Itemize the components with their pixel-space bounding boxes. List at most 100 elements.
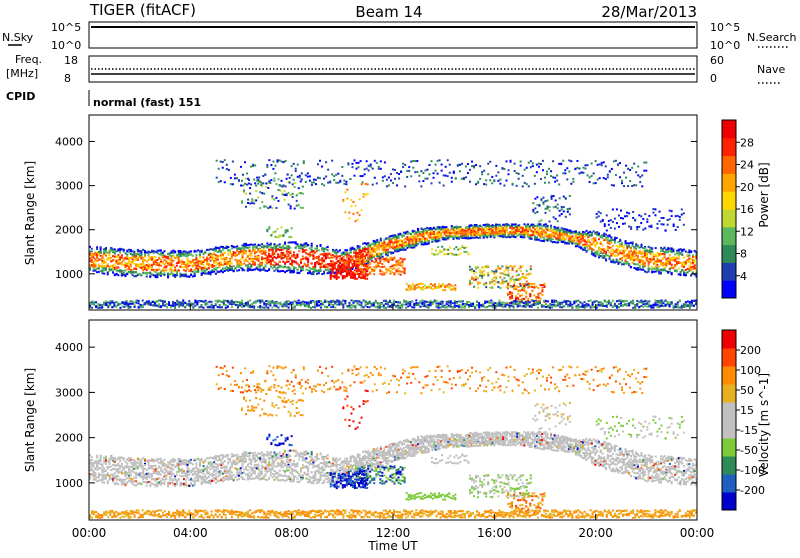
power-cell xyxy=(672,249,674,251)
power-cell xyxy=(339,255,341,257)
power-cell xyxy=(167,274,169,276)
power-cell xyxy=(130,263,132,265)
power-cell xyxy=(281,254,283,256)
power-cell xyxy=(296,245,298,247)
power-cell xyxy=(151,258,153,260)
power-cell xyxy=(314,257,316,259)
power-cell xyxy=(431,233,433,235)
power-cell xyxy=(305,256,307,258)
power-cell xyxy=(541,228,543,230)
power-cell xyxy=(625,255,627,257)
power-cell xyxy=(245,252,247,254)
power-cell xyxy=(281,249,283,251)
power-cell xyxy=(255,190,257,192)
power-cell xyxy=(688,268,690,270)
power-cell xyxy=(272,259,274,261)
power-cell xyxy=(253,179,255,181)
power-cell xyxy=(408,232,410,234)
power-cell xyxy=(350,272,352,274)
power-cell xyxy=(550,227,552,229)
power-cell xyxy=(543,240,545,242)
power-cell xyxy=(135,266,137,268)
power-cell xyxy=(626,255,628,257)
power-cell xyxy=(660,260,662,262)
power-cell xyxy=(373,270,375,272)
power-cell xyxy=(314,262,316,264)
power-cell xyxy=(605,258,607,260)
power-cell xyxy=(543,283,545,285)
power-cell xyxy=(514,279,516,281)
power-cell xyxy=(227,264,229,266)
power-cell xyxy=(249,258,251,260)
power-cell xyxy=(343,261,345,263)
power-cell xyxy=(231,268,233,270)
power-cell xyxy=(140,250,142,252)
power-cell xyxy=(408,236,410,238)
power-cell xyxy=(385,250,387,252)
power-cell xyxy=(511,230,513,232)
power-cell xyxy=(270,249,272,251)
power-cell xyxy=(465,235,467,237)
power-cell xyxy=(195,255,197,257)
power-cell xyxy=(448,284,450,286)
power-cell xyxy=(403,234,405,236)
power-cell xyxy=(153,261,155,263)
power-cell xyxy=(109,254,111,256)
power-cell xyxy=(603,239,605,241)
power-cell xyxy=(421,228,423,230)
power-cell xyxy=(360,252,362,254)
power-cell xyxy=(451,232,453,234)
power-cell xyxy=(366,278,368,280)
power-cell xyxy=(444,286,446,288)
power-cell xyxy=(213,248,215,250)
power-cell xyxy=(495,277,497,279)
power-cell xyxy=(586,233,588,235)
power-cell xyxy=(126,258,128,260)
power-cell xyxy=(257,266,259,268)
power-cell xyxy=(311,245,313,247)
power-cell xyxy=(456,227,458,229)
power-cell xyxy=(449,236,451,238)
power-cell xyxy=(132,262,134,264)
power-cell xyxy=(353,248,355,250)
power-cell xyxy=(359,262,361,264)
power-cell xyxy=(610,250,612,252)
power-cell xyxy=(408,238,410,240)
power-cell xyxy=(318,249,320,251)
power-cell xyxy=(149,256,151,258)
power-cell xyxy=(538,220,540,222)
power-cell xyxy=(422,238,424,240)
power-cell xyxy=(561,241,563,243)
power-cell xyxy=(359,249,361,251)
power-cell xyxy=(489,282,491,284)
power-cell xyxy=(323,260,325,262)
power-cell xyxy=(422,231,424,233)
power-cell xyxy=(291,241,293,243)
power-cell xyxy=(660,247,662,249)
power-cell xyxy=(362,254,364,256)
power-cell xyxy=(377,257,379,259)
power-cell xyxy=(484,224,486,226)
power-cell xyxy=(337,260,339,262)
power-cell xyxy=(399,244,401,246)
power-cell xyxy=(614,255,616,257)
power-cell xyxy=(584,233,586,235)
power-cell xyxy=(373,240,375,242)
cpid-text: normal (fast) 151 xyxy=(93,96,201,109)
power-cell xyxy=(156,269,158,271)
power-cell xyxy=(271,207,273,209)
power-cell xyxy=(369,256,371,258)
power-cell xyxy=(594,255,596,257)
freq-label-line2: [MHz] xyxy=(6,67,38,80)
power-cell xyxy=(293,254,295,256)
power-cell xyxy=(422,242,424,244)
power-cell xyxy=(169,259,171,261)
power-cell xyxy=(281,235,283,237)
power-cell xyxy=(367,245,369,247)
power-cell xyxy=(238,263,240,265)
power-cell xyxy=(632,262,634,264)
power-cell xyxy=(513,285,515,287)
power-cell xyxy=(378,244,380,246)
power-cell xyxy=(346,257,348,259)
power-cell xyxy=(488,235,490,237)
